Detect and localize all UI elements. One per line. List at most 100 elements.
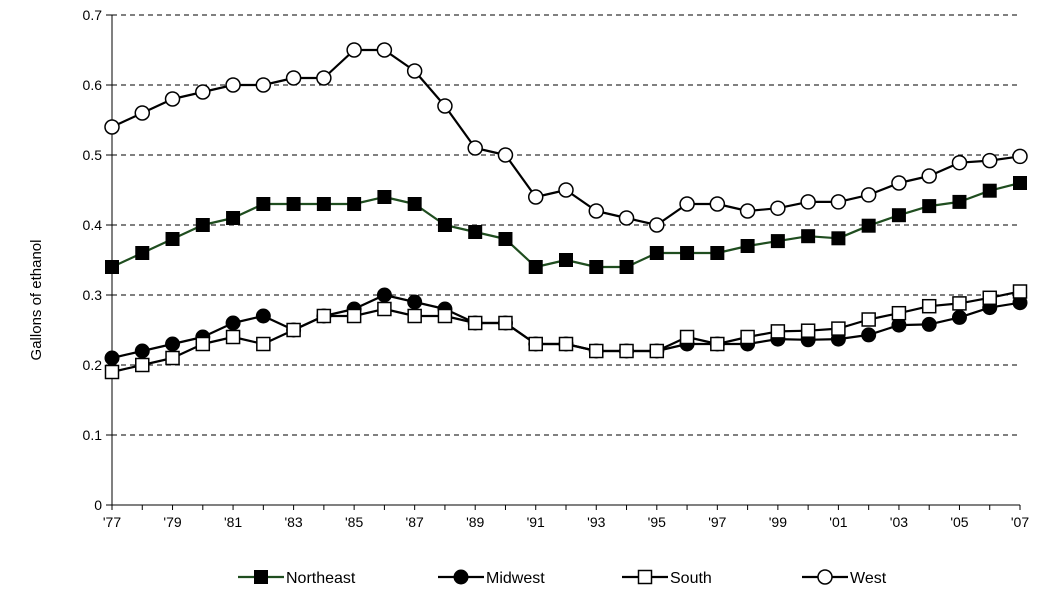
data-point <box>256 336 271 352</box>
data-point <box>770 200 786 216</box>
data-point <box>316 197 331 211</box>
data-point <box>285 70 302 86</box>
x-tick-label: '89 <box>466 514 484 530</box>
data-point <box>952 194 967 209</box>
data-point <box>891 305 907 321</box>
data-point <box>649 217 665 233</box>
data-point <box>346 42 362 58</box>
y-tick-label: 0.7 <box>83 7 103 23</box>
data-point <box>982 290 997 306</box>
data-point <box>861 327 877 343</box>
x-tick-label: '81 <box>224 514 242 530</box>
x-tick-label: '93 <box>587 514 605 530</box>
data-point <box>347 197 362 211</box>
data-point <box>528 260 543 274</box>
legend-item-northeast: Northeast <box>238 570 356 587</box>
data-point <box>739 203 756 219</box>
data-point <box>135 246 150 260</box>
data-point <box>225 315 241 331</box>
data-point <box>619 343 634 359</box>
data-point <box>497 147 514 163</box>
data-point <box>801 229 816 244</box>
data-point <box>861 312 876 327</box>
y-tick-label: 0 <box>94 497 102 513</box>
data-point <box>558 336 574 352</box>
data-point <box>527 189 544 205</box>
legend-item-south: South <box>622 569 712 587</box>
data-point <box>104 350 120 366</box>
data-point <box>800 194 816 210</box>
data-point <box>498 232 513 246</box>
data-point <box>437 308 453 324</box>
x-tick-labels: '77 '79 '81 '83 '85 '87 '89 '91 '93 '95 '97 '99 '01 '… <box>103 514 1029 530</box>
data-point <box>286 197 301 211</box>
legend-item-west: West <box>802 569 887 587</box>
data-point <box>316 70 332 86</box>
legend-marker <box>817 569 833 585</box>
series-south <box>104 284 1028 380</box>
data-point <box>255 77 272 93</box>
data-point <box>558 182 574 198</box>
data-point <box>921 298 937 314</box>
legend-marker <box>254 570 268 584</box>
data-point <box>377 301 392 317</box>
data-point <box>437 218 452 232</box>
series-midwest <box>104 287 1028 366</box>
x-tick-label: '79 <box>163 514 181 530</box>
data-point <box>679 329 695 345</box>
data-point <box>649 246 664 260</box>
data-point <box>770 234 785 249</box>
data-point <box>407 294 423 310</box>
data-point <box>195 84 211 100</box>
data-point <box>891 208 906 223</box>
data-point <box>800 323 816 338</box>
data-point <box>134 105 151 121</box>
data-point <box>195 218 210 232</box>
data-point <box>1012 284 1028 299</box>
data-point <box>679 196 695 212</box>
data-point <box>618 210 635 226</box>
x-tick-label: '85 <box>345 514 363 530</box>
y-tick-label: 0.5 <box>83 147 103 163</box>
data-point <box>498 315 513 331</box>
data-point <box>376 42 393 58</box>
data-point <box>406 63 423 79</box>
x-tick-label: '95 <box>648 514 666 530</box>
data-point <box>951 154 968 171</box>
data-point <box>860 187 877 203</box>
data-point <box>831 231 846 246</box>
data-point <box>922 199 937 214</box>
data-point <box>830 194 847 210</box>
data-point <box>831 321 846 336</box>
data-point <box>740 239 755 253</box>
gridlines <box>112 14 1020 436</box>
series-lines <box>104 42 1028 380</box>
data-point <box>105 260 119 274</box>
data-point <box>165 336 181 352</box>
x-tick-label: '83 <box>284 514 302 530</box>
y-tick-label: 0.1 <box>83 427 103 443</box>
data-point <box>195 336 211 352</box>
data-point <box>377 190 392 204</box>
data-point <box>134 343 150 359</box>
x-tick-label: '01 <box>829 514 847 530</box>
data-point <box>225 329 241 345</box>
x-tick-label: '87 <box>406 514 424 530</box>
data-point <box>346 308 362 324</box>
data-point <box>981 152 998 169</box>
data-point <box>468 225 483 239</box>
data-point <box>921 316 937 332</box>
y-tick-label: 0.3 <box>83 287 103 303</box>
y-tick-label: 0.2 <box>83 357 103 373</box>
data-point <box>1012 148 1028 165</box>
data-point <box>528 336 543 352</box>
data-point <box>589 343 604 359</box>
data-point <box>104 364 120 380</box>
data-point <box>467 140 483 156</box>
series-west <box>104 42 1028 233</box>
data-point <box>135 357 150 373</box>
data-point <box>952 296 967 311</box>
data-point <box>951 309 967 325</box>
x-tick-label: '99 <box>769 514 787 530</box>
